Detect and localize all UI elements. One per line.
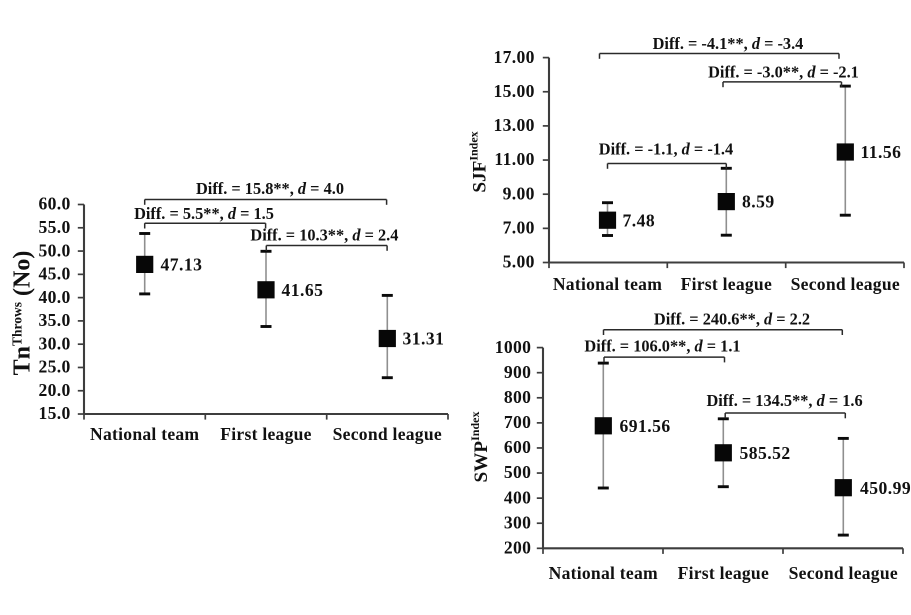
svg-text:200: 200 (504, 538, 531, 558)
svg-text:5.00: 5.00 (503, 252, 535, 272)
svg-text:7.48: 7.48 (623, 210, 656, 230)
svg-text:Diff. = 10.3**, d = 2.4: Diff. = 10.3**, d = 2.4 (250, 226, 398, 245)
svg-text:50.0: 50.0 (38, 240, 70, 260)
svg-text:31.31: 31.31 (403, 329, 445, 349)
svg-text:Second league: Second league (789, 563, 898, 583)
svg-text:National team: National team (553, 274, 662, 294)
svg-text:450.99: 450.99 (860, 478, 911, 498)
svg-text:45.0: 45.0 (38, 264, 70, 284)
svg-text:7.00: 7.00 (503, 218, 535, 238)
svg-text:First league: First league (678, 563, 769, 583)
svg-text:600: 600 (504, 437, 531, 457)
svg-text:National team: National team (90, 424, 199, 444)
svg-text:Diff. = -3.0**, d = -2.1: Diff. = -3.0**, d = -2.1 (708, 63, 859, 82)
svg-text:First league: First league (220, 424, 311, 444)
svg-text:800: 800 (504, 387, 531, 407)
svg-text:700: 700 (504, 412, 531, 432)
svg-text:Diff. = 106.0**, d = 1.1: Diff. = 106.0**, d = 1.1 (584, 336, 740, 355)
svg-text:11.56: 11.56 (861, 142, 902, 162)
svg-text:25.0: 25.0 (38, 357, 70, 377)
svg-text:Second league: Second league (333, 424, 442, 444)
svg-text:47.13: 47.13 (161, 255, 203, 275)
svg-text:35.0: 35.0 (38, 310, 70, 330)
svg-text:SJFIndex: SJFIndex (467, 131, 491, 192)
svg-text:40.0: 40.0 (38, 287, 70, 307)
svg-text:20.0: 20.0 (38, 380, 70, 400)
svg-text:Second league: Second league (791, 274, 900, 294)
svg-text:Diff. = -1.1, d = -1.4: Diff. = -1.1, d = -1.4 (599, 139, 733, 158)
svg-text:17.00: 17.00 (493, 47, 534, 67)
svg-text:41.65: 41.65 (282, 280, 324, 300)
svg-text:First league: First league (681, 274, 772, 294)
svg-text:1000: 1000 (495, 337, 532, 357)
svg-text:11.00: 11.00 (494, 149, 534, 169)
svg-text:Diff. = -4.1**, d = -3.4: Diff. = -4.1**, d = -3.4 (653, 34, 804, 53)
svg-text:8.59: 8.59 (742, 192, 775, 212)
svg-text:691.56: 691.56 (620, 416, 671, 436)
svg-text:55.0: 55.0 (38, 217, 70, 237)
svg-text:300: 300 (504, 512, 531, 532)
svg-text:National team: National team (549, 563, 658, 583)
svg-text:900: 900 (504, 362, 531, 382)
svg-text:Diff. = 240.6**, d = 2.2: Diff. = 240.6**, d = 2.2 (654, 310, 810, 329)
svg-text:585.52: 585.52 (740, 443, 791, 463)
svg-text:9.00: 9.00 (503, 183, 535, 203)
svg-text:SWPIndex: SWPIndex (468, 412, 492, 483)
svg-text:400: 400 (504, 487, 531, 507)
svg-text:TnThrows (No): TnThrows (No) (10, 251, 36, 376)
svg-text:500: 500 (504, 462, 531, 482)
svg-text:30.0: 30.0 (38, 333, 70, 353)
svg-text:Diff. = 134.5**, d = 1.6: Diff. = 134.5**, d = 1.6 (707, 391, 863, 410)
svg-text:60.0: 60.0 (38, 194, 70, 214)
svg-text:Diff. = 15.8**, d = 4.0: Diff. = 15.8**, d = 4.0 (196, 179, 344, 198)
svg-text:13.00: 13.00 (493, 115, 534, 135)
svg-text:15.00: 15.00 (493, 81, 534, 101)
svg-text:15.0: 15.0 (38, 403, 70, 423)
svg-text:Diff. = 5.5**, d = 1.5: Diff. = 5.5**, d = 1.5 (134, 204, 274, 223)
